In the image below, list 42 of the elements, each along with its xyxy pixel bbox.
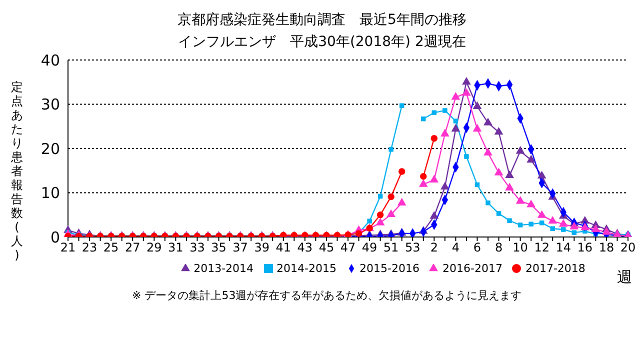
y-tick-label: 10 <box>40 184 60 202</box>
text: 定点あたり患者報告数(人) <box>11 80 23 262</box>
x-tick-label: 35 <box>211 240 226 255</box>
x-tick-label: 45 <box>318 240 334 255</box>
x-tick-label: 10 <box>512 240 528 255</box>
x-tick-label: 49 <box>362 240 378 255</box>
legend-label: 2015-2016 <box>360 262 420 275</box>
y-tick-label: 30 <box>40 96 60 114</box>
chart-subtitle: インフルエンザ 平成30年(2018年) 2週現在 <box>177 33 467 51</box>
x-tick-label: 39 <box>254 240 270 255</box>
y-tick-label: 40 <box>40 51 60 70</box>
chart-title: 京都府感染症発生動向調査 最近5年間の推移 <box>176 11 468 29</box>
x-tick-label: 14 <box>556 240 572 255</box>
x-tick-label: 33 <box>190 240 205 255</box>
x-tick-label: 12 <box>534 240 550 255</box>
x-tick-label: 47 <box>340 240 356 255</box>
x-tick-label: 43 <box>297 240 313 255</box>
x-tick-label: 21 <box>60 240 76 255</box>
x-tick-label: 31 <box>168 240 184 255</box>
legend-label: 2013-2014 <box>194 262 254 275</box>
legend-label: 2016-2017 <box>442 262 502 275</box>
x-tick-label: 25 <box>103 240 119 255</box>
text: ※ データの集計上53週が存在する年があるため、欠損値があるように見えます <box>132 288 522 303</box>
x-tick-label: 18 <box>598 240 614 255</box>
x-tick-label: 37 <box>232 240 248 255</box>
legend-label: 2017-2018 <box>525 262 586 275</box>
x-tick-label: 8 <box>494 240 503 255</box>
x-tick-label: 41 <box>276 240 292 255</box>
x-tick-label: 27 <box>124 240 140 255</box>
x-tick-label: 51 <box>383 240 399 255</box>
x-tick-label: 2 <box>430 240 438 255</box>
x-axis-title: 週 <box>617 268 632 287</box>
y-tick-label: 20 <box>40 140 60 158</box>
x-tick-label: 4 <box>452 240 460 255</box>
x-tick-label: 29 <box>146 240 162 255</box>
y-tick-label: 0 <box>50 228 60 246</box>
x-tick-label: 16 <box>577 240 593 255</box>
x-tick-label: 6 <box>473 240 482 255</box>
x-tick-label: 53 <box>404 240 420 255</box>
x-tick-label: 23 <box>82 240 98 255</box>
x-tick-label: 20 <box>620 240 636 255</box>
legend-label: 2014-2015 <box>276 262 337 275</box>
